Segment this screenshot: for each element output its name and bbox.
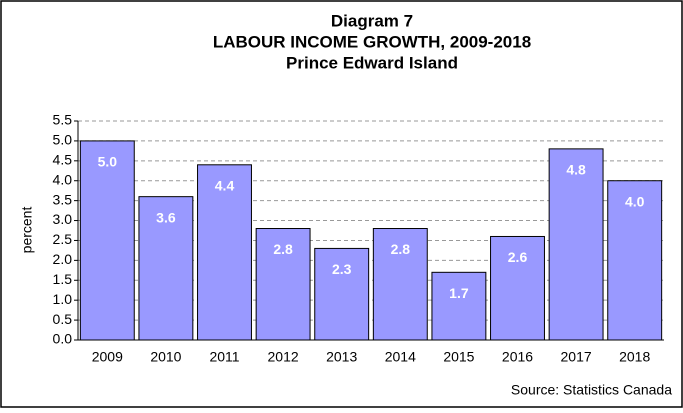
y-tick-label: 5.0 (53, 132, 73, 148)
bar (607, 180, 663, 341)
chart-title: Prince Edward Island (286, 53, 458, 72)
x-tick-label: 2014 (385, 349, 416, 365)
y-tick-label: 2.5 (53, 231, 73, 247)
y-tick-label: 1.0 (53, 291, 73, 307)
y-tick-label: 4.5 (53, 152, 73, 168)
y-tick-label: 3.0 (53, 211, 73, 227)
value-label: 5.0 (98, 154, 118, 170)
bar (138, 196, 194, 341)
y-tick-label: 0.5 (53, 311, 73, 327)
x-tick-label: 2011 (209, 349, 239, 365)
x-tick-label: 2012 (268, 349, 299, 365)
value-label: 2.8 (391, 241, 411, 257)
y-tick-label: 0.0 (53, 331, 73, 347)
source: Source: Statistics Canada (511, 382, 672, 398)
value-label: 2.8 (273, 241, 293, 257)
value-label: 2.6 (508, 249, 528, 265)
value-label: 4.8 (566, 162, 586, 178)
bar (197, 164, 252, 341)
y-tick-label: 3.5 (53, 191, 73, 207)
x-tick-label: 2018 (619, 349, 650, 365)
y-tick-label: 2.0 (53, 251, 73, 267)
value-label: 1.7 (449, 285, 469, 301)
x-tick-label: 2015 (443, 349, 474, 365)
bar (548, 148, 604, 341)
x-tick-label: 2010 (150, 349, 181, 365)
x-tick-label: 2016 (502, 349, 533, 365)
x-tick-label: 2013 (326, 349, 357, 365)
value-label: 4.0 (625, 193, 645, 209)
bar (431, 271, 487, 341)
y-tick-label: 4.0 (53, 171, 73, 187)
value-label: 4.4 (215, 178, 235, 194)
value-label: 2.3 (332, 261, 352, 277)
chart-title: LABOUR INCOME GROWTH, 2009-2018 (213, 32, 531, 51)
y-tick-label: 1.5 (53, 271, 73, 287)
x-tick-label: 2017 (561, 349, 592, 365)
bar (79, 140, 135, 341)
bar (314, 247, 370, 341)
x-tick-label: 2009 (92, 349, 123, 365)
y-axis-label: percent (19, 207, 35, 254)
value-label: 3.6 (156, 209, 176, 225)
y-tick-label: 5.5 (53, 112, 73, 128)
chart-title: Diagram 7 (331, 11, 413, 30)
bar (490, 235, 545, 341)
